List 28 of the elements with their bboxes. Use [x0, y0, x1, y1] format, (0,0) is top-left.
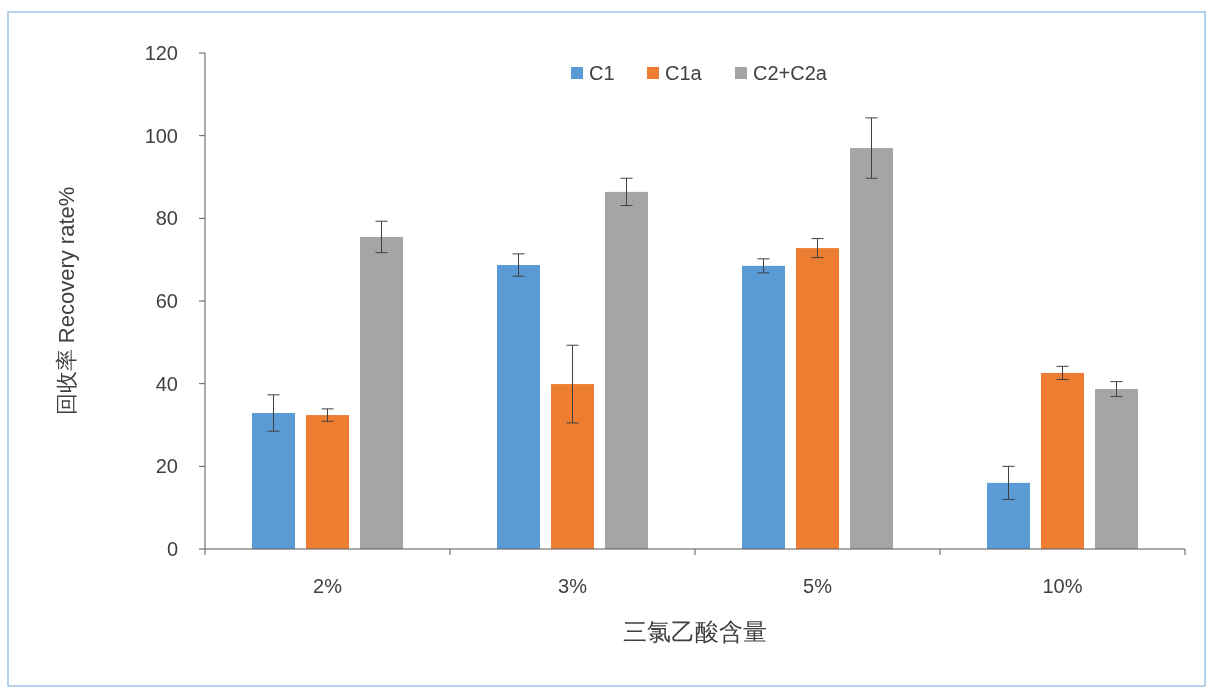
bar	[605, 191, 648, 549]
y-tick-label: 60	[155, 290, 178, 312]
y-tick-label: 100	[144, 124, 178, 147]
bar	[1041, 372, 1084, 549]
bar	[497, 265, 540, 549]
bar	[551, 384, 594, 549]
legend-label: C1a	[665, 62, 703, 84]
x-tick-label: 5%	[803, 575, 833, 597]
x-tick-label: 2%	[313, 575, 343, 597]
y-tick-label: 20	[155, 455, 178, 478]
legend-label: C1	[589, 62, 615, 84]
bar	[850, 148, 893, 549]
x-axis-title: 三氯乙酸含量	[623, 618, 767, 645]
x-tick-label: 10%	[1042, 575, 1083, 597]
y-tick-label: 80	[155, 207, 178, 230]
bar	[742, 265, 785, 549]
y-axis-title: 回收率 Recovery rate%	[54, 186, 79, 416]
bar	[306, 415, 349, 549]
bar	[796, 248, 839, 549]
bar	[987, 482, 1030, 549]
y-tick-label: 0	[166, 538, 178, 560]
x-tick-label: 3%	[558, 575, 588, 597]
y-tick-label: 40	[155, 372, 178, 395]
bar	[1095, 389, 1138, 549]
bar	[360, 236, 403, 549]
y-tick-label: 120	[144, 42, 178, 64]
legend-label: C2+C2a	[753, 62, 828, 84]
bar	[252, 413, 295, 549]
